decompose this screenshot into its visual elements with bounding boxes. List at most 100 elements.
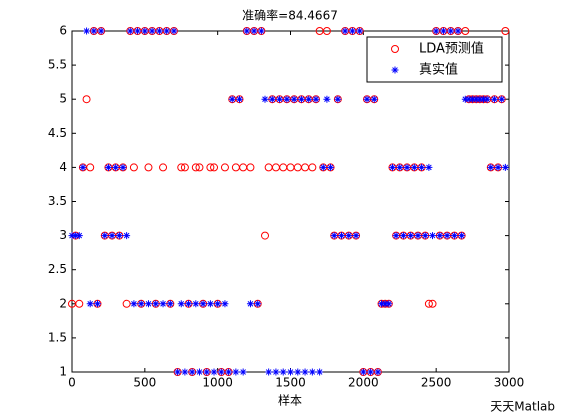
point: [203, 368, 211, 376]
legend-label: LDA预测值: [419, 41, 484, 57]
point: [341, 27, 349, 35]
point: [490, 95, 498, 103]
point: [429, 232, 437, 240]
point: [290, 95, 298, 103]
point: [148, 27, 156, 35]
point: [119, 163, 127, 171]
point: [425, 163, 433, 171]
point: [191, 163, 200, 172]
point: [458, 232, 466, 240]
point: [359, 368, 367, 376]
x-tick-label: 3000: [494, 376, 525, 390]
point: [137, 300, 145, 308]
y-tick-label: 3.5: [48, 194, 67, 208]
point: [439, 27, 447, 35]
point: [337, 232, 345, 240]
point: [327, 163, 335, 171]
point: [392, 232, 400, 240]
point: [370, 95, 378, 103]
point: [221, 300, 229, 308]
x-tick-label: 1000: [202, 376, 233, 390]
point: [180, 163, 189, 172]
point: [181, 368, 189, 376]
point: [454, 27, 462, 35]
point: [86, 300, 94, 308]
point: [494, 163, 502, 171]
chart-title: 准确率=84.4667: [242, 8, 338, 23]
point: [465, 95, 473, 103]
point: [316, 368, 324, 376]
point: [104, 163, 112, 171]
point: [141, 27, 149, 35]
point: [163, 27, 171, 35]
point: [123, 232, 131, 240]
point: [501, 27, 510, 35]
point: [86, 163, 95, 172]
point: [483, 95, 491, 103]
point: [206, 300, 214, 308]
point: [220, 163, 229, 172]
point: [112, 163, 120, 171]
y-tick-label: 1.5: [48, 330, 67, 344]
point: [334, 95, 342, 103]
point: [159, 300, 167, 308]
point: [152, 300, 160, 308]
point: [424, 299, 433, 308]
point: [480, 95, 488, 103]
point: [217, 368, 225, 376]
y-tick-label: 6: [59, 24, 67, 38]
x-tick-label: 500: [133, 376, 156, 390]
point: [410, 163, 418, 171]
point: [122, 299, 131, 308]
point: [101, 232, 109, 240]
point: [367, 368, 375, 376]
point: [265, 368, 273, 376]
point: [192, 300, 200, 308]
point: [177, 300, 185, 308]
point: [414, 232, 422, 240]
y-tick-label: 5.5: [48, 58, 67, 72]
point: [170, 27, 178, 35]
point: [261, 231, 270, 240]
point: [126, 27, 134, 35]
point: [305, 95, 313, 103]
point: [93, 300, 101, 308]
point: [487, 163, 495, 171]
point: [469, 95, 477, 103]
point: [319, 163, 327, 171]
point: [381, 300, 389, 308]
point: [297, 95, 305, 103]
x-tick-label: 2000: [348, 376, 379, 390]
point: [388, 163, 396, 171]
point: [257, 27, 265, 35]
point: [356, 27, 364, 35]
point: [185, 300, 193, 308]
point: [385, 300, 393, 308]
point: [272, 368, 280, 376]
point: [228, 95, 236, 103]
point: [348, 27, 356, 35]
point: [352, 232, 360, 240]
legend-label: 真实值: [419, 62, 458, 78]
legend-marker: [391, 45, 399, 53]
point: [243, 27, 251, 35]
point: [210, 163, 219, 172]
point: [472, 95, 480, 103]
y-tick-label: 2: [59, 296, 67, 310]
point: [75, 232, 83, 240]
point: [287, 368, 294, 376]
point: [418, 163, 426, 171]
point: [108, 232, 116, 240]
point: [68, 232, 76, 240]
point: [174, 368, 182, 376]
point: [461, 27, 470, 35]
point: [294, 368, 302, 376]
point: [254, 300, 262, 308]
point: [443, 232, 451, 240]
point: [407, 232, 415, 240]
point: [396, 163, 404, 171]
point: [232, 368, 240, 376]
y-tick-label: 3: [59, 228, 67, 242]
point: [199, 300, 207, 308]
series: [68, 27, 509, 376]
